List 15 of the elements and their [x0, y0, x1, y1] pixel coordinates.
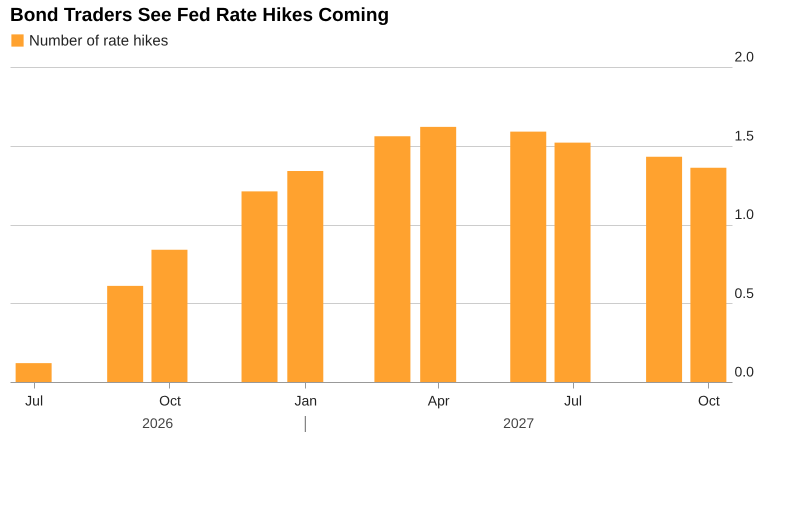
x-tick-label: Jul — [25, 392, 44, 408]
x-tick-label: Jul — [564, 392, 582, 408]
y-tick-label: 0.5 — [734, 284, 754, 301]
x-tick-label: Oct — [159, 392, 181, 408]
x-tick-label: Oct — [698, 392, 720, 408]
y-tick-label: 1.0 — [734, 206, 754, 222]
y-tick-label: 2.0 — [734, 48, 754, 64]
legend-label: Number of rate hikes — [29, 32, 168, 50]
text: 2026 — [142, 415, 174, 431]
x-tick-label: Jan — [294, 392, 318, 408]
chart-title: Bond Traders See Fed Rate Hikes Coming — [10, 5, 390, 26]
x-tick-label: Apr — [428, 392, 450, 408]
y-tick-label: 1.5 — [734, 127, 754, 144]
y-tick-label: 0.0 — [734, 364, 754, 380]
text: 2027 — [503, 415, 534, 431]
